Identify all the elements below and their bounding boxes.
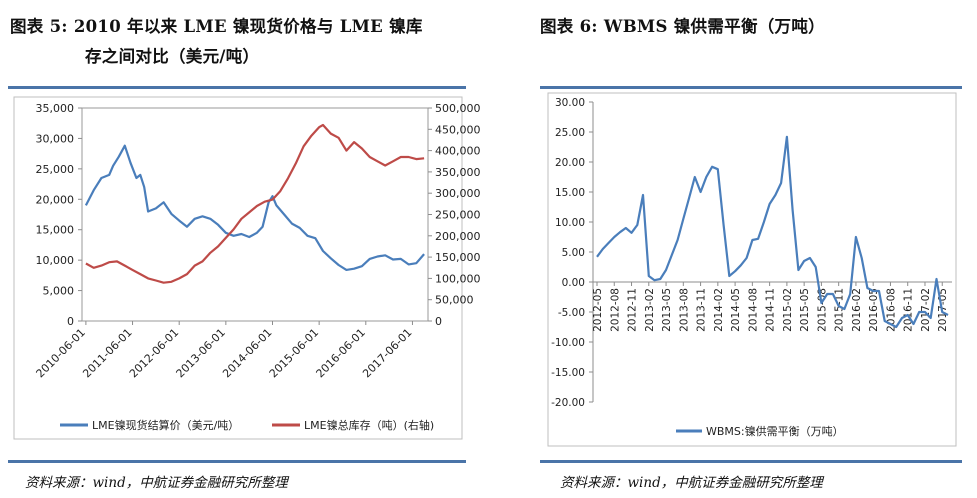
- left-x-tick-label: 2014-06-01: [220, 326, 274, 380]
- right-axis-tick-label: 450,000: [435, 123, 481, 136]
- balance-x-tick-label: 2016-02: [851, 288, 863, 332]
- left-y-tick-label: 15,000: [36, 224, 75, 237]
- left-y-tick-label: 0: [67, 315, 74, 328]
- left-y-tick-label: 35,000: [36, 102, 75, 115]
- balance-x-tick-label: 2015-08: [816, 288, 828, 332]
- balance-x-tick-label: 2016-11: [903, 288, 915, 332]
- left-y-tick-label: 10,000: [36, 254, 75, 267]
- series-line-lme-stock: [85, 123, 425, 284]
- balance-x-tick-label: 2012-08: [609, 288, 621, 332]
- legend-price-label: LME镍现货结算价（美元/吨）: [92, 418, 239, 432]
- right-axis-tick-label: 350,000: [435, 166, 481, 179]
- balance-x-tick-label: 2015-05: [799, 288, 811, 332]
- balance-x-tick-label: 2014-05: [730, 288, 742, 332]
- left-source-note: 资料来源：wind，中航证券金融研究所整理: [25, 475, 288, 491]
- left-x-tick-label: 2012-06-01: [127, 326, 181, 380]
- left-x-tick-label: 2016-06-01: [314, 326, 368, 380]
- right-axis-tick-label: 400,000: [435, 145, 481, 158]
- right-axis-tick-label: 500,000: [435, 102, 481, 115]
- right-axis-tick-label: 150,000: [435, 251, 481, 264]
- right-axis-tick-label: 200,000: [435, 230, 481, 243]
- left-top-rule: [8, 86, 466, 89]
- right-axis-tick-label: 100,000: [435, 272, 481, 285]
- balance-x-tick-label: 2013-08: [678, 288, 690, 332]
- left-x-tick-label: 2010-06-01: [34, 326, 88, 380]
- balance-x-tick-label: 2014-08: [747, 288, 759, 332]
- balance-x-tick-label: 2013-05: [661, 288, 673, 332]
- left-chart: 0 5,000 10,000 15,000 20,000 25,000 30,000 35,0…: [13, 96, 481, 440]
- legend-balance-label: WBMS:镍供需平衡（万吨）: [706, 424, 844, 438]
- left-bottom-rule: [8, 460, 466, 463]
- balance-y-tick-label: 15.00: [555, 187, 585, 199]
- balance-y-tick-label: 0.00: [562, 277, 585, 289]
- left-x-tick-label: 2015-06-01: [267, 326, 321, 380]
- balance-x-tick-label: 2014-02: [713, 288, 725, 332]
- series-line-wbms-balance: [596, 135, 949, 329]
- balance-x-tick-label: 2013-02: [644, 288, 656, 332]
- left-y-tick-label: 30,000: [36, 132, 75, 145]
- left-chart-frame: [13, 96, 463, 440]
- balance-y-tick-label: 5.00: [562, 247, 585, 259]
- balance-x-tick-label: 2016-05: [868, 288, 880, 332]
- legend-stock-label: LME镍总库存（吨）(右轴): [304, 418, 434, 432]
- left-x-tick-label: 2011-06-01: [80, 326, 134, 380]
- left-x-tick-label: 2017-06-01: [360, 326, 414, 380]
- balance-x-tick-label: 2012-05: [592, 288, 604, 332]
- balance-y-tick-label: -10.00: [551, 337, 585, 349]
- balance-x-tick-label: 2017-02: [920, 288, 932, 332]
- left-plot-area: [81, 107, 429, 322]
- right-chart: 30.00 25.00 20.00 15.00 10.00 5.00 0.00 -5.00 -1…: [547, 92, 957, 447]
- balance-y-tick-label: -5.00: [558, 307, 585, 319]
- balance-y-tick-label: 10.00: [555, 217, 585, 229]
- balance-y-tick-label: 20.00: [555, 157, 585, 169]
- right-chart-title: 图表 6: WBMS 镍供需平衡（万吨）: [540, 17, 825, 36]
- left-y-tick-label: 25,000: [36, 163, 75, 176]
- right-axis-tick-label: 300,000: [435, 187, 481, 200]
- series-line-lme-price: [84, 144, 425, 271]
- right-bottom-rule: [540, 460, 962, 463]
- left-x-tick-label: 2013-06-01: [174, 326, 228, 380]
- right-source-note: 资料来源：wind，中航证券金融研究所整理: [560, 475, 823, 491]
- balance-x-tick-label: 2014-11: [765, 288, 777, 332]
- balance-x-tick-label: 2013-11: [696, 288, 708, 332]
- balance-y-tick-label: 25.00: [555, 127, 585, 139]
- left-y-tick-label: 5,000: [43, 285, 75, 298]
- balance-x-tick-label: 2016-08: [885, 288, 897, 332]
- balance-y-tick-label: 30.00: [555, 97, 585, 109]
- right-axis-tick-label: 0: [435, 315, 442, 328]
- left-chart-title-line1: 图表 5: 2010 年以来 LME 镍现货价格与 LME 镍库: [10, 17, 423, 36]
- left-chart-title-line2: 存之间对比（美元/吨）: [85, 47, 260, 66]
- balance-x-tick-label: 2015-02: [782, 288, 794, 332]
- right-axis-tick-label: 50,000: [435, 294, 474, 307]
- balance-y-tick-label: -20.00: [551, 397, 585, 409]
- right-top-rule: [540, 86, 962, 89]
- balance-y-tick-label: -15.00: [551, 367, 585, 379]
- balance-x-tick-label: 2012-11: [627, 288, 639, 332]
- balance-x-tick-label: 2015-11: [834, 288, 846, 332]
- left-y-tick-label: 20,000: [36, 193, 75, 206]
- right-axis-tick-label: 250,000: [435, 209, 481, 222]
- right-chart-frame: [547, 92, 957, 447]
